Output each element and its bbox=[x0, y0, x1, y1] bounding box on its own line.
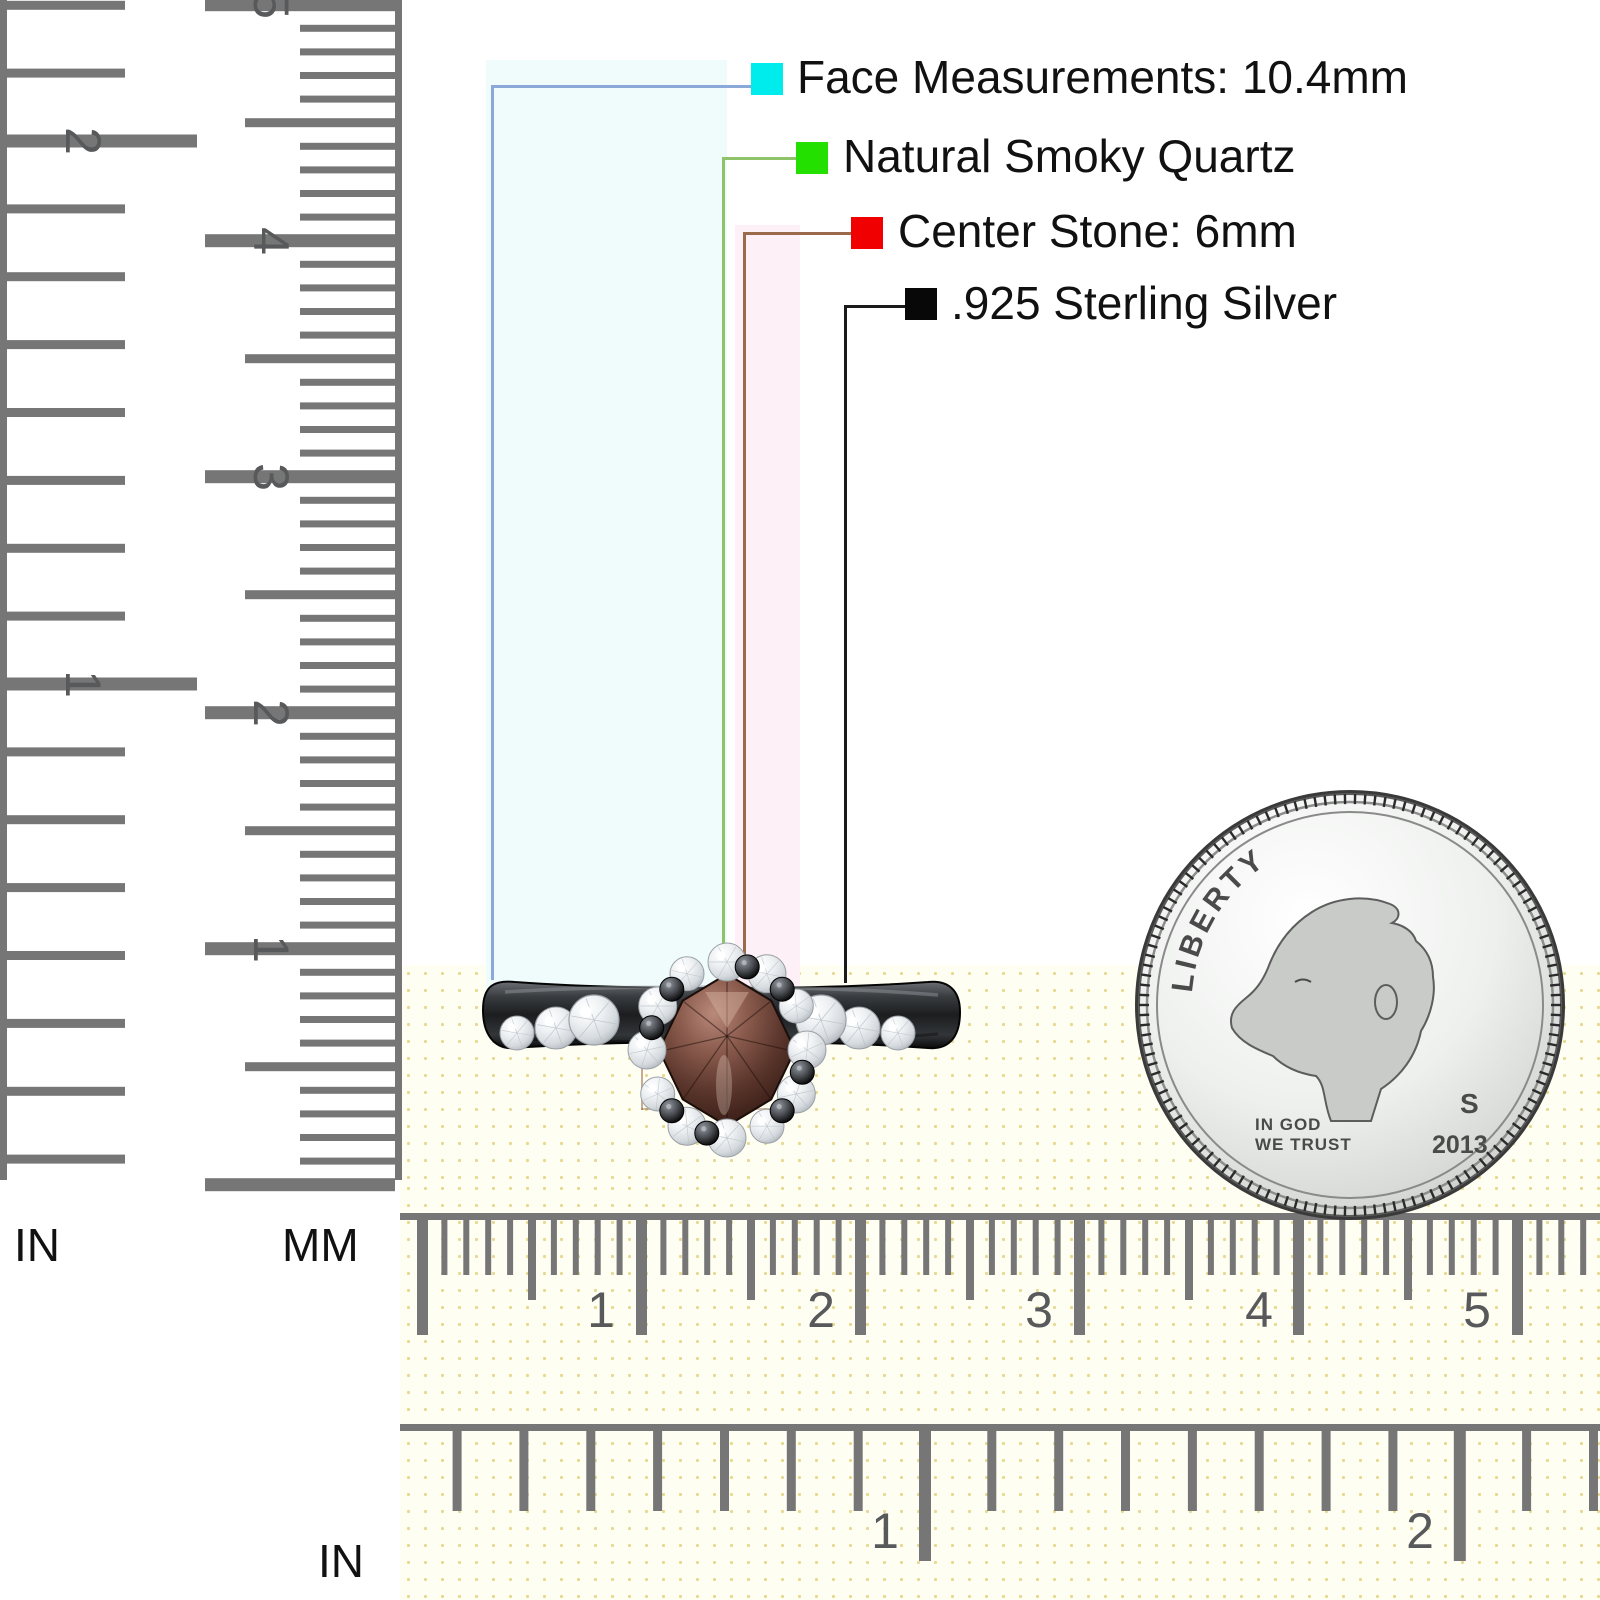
svg-text:IN GOD: IN GOD bbox=[1255, 1115, 1321, 1134]
svg-text:S: S bbox=[1460, 1088, 1479, 1119]
svg-text:WE TRUST: WE TRUST bbox=[1255, 1135, 1352, 1154]
svg-text:2013: 2013 bbox=[1432, 1131, 1488, 1159]
